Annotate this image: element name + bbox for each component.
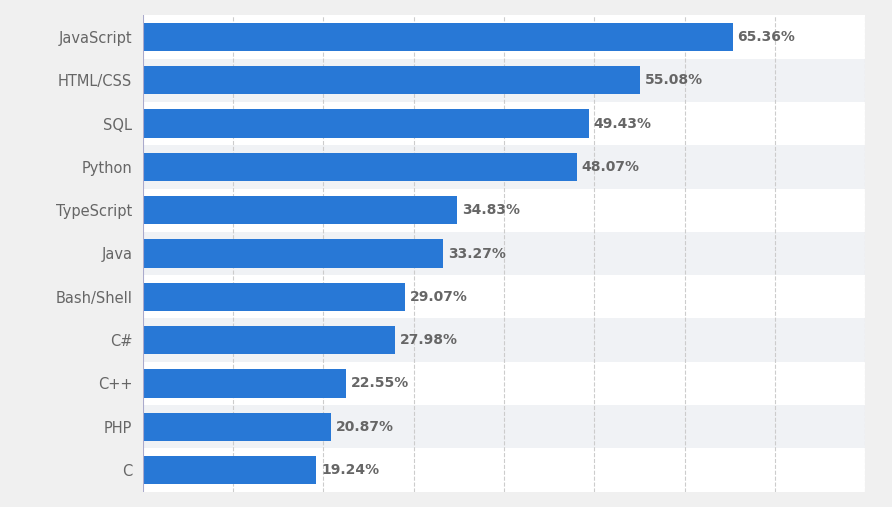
Text: 33.27%: 33.27% xyxy=(448,246,506,261)
Text: 49.43%: 49.43% xyxy=(594,117,652,130)
Bar xyxy=(143,370,346,397)
Bar xyxy=(143,145,865,189)
Bar xyxy=(143,153,577,181)
Bar xyxy=(143,23,733,51)
Bar xyxy=(143,318,865,362)
Bar xyxy=(143,196,458,224)
Bar xyxy=(143,66,640,94)
Text: 27.98%: 27.98% xyxy=(400,333,458,347)
Text: 34.83%: 34.83% xyxy=(462,203,520,217)
Bar xyxy=(143,326,395,354)
Bar xyxy=(143,283,405,311)
Bar xyxy=(143,405,865,449)
Bar xyxy=(143,110,589,137)
Text: 20.87%: 20.87% xyxy=(335,420,393,434)
Text: 65.36%: 65.36% xyxy=(738,30,796,44)
Bar xyxy=(143,58,865,102)
Text: 48.07%: 48.07% xyxy=(582,160,640,174)
Bar xyxy=(143,239,443,268)
Text: 29.07%: 29.07% xyxy=(409,290,467,304)
Text: 19.24%: 19.24% xyxy=(321,463,379,477)
Text: 22.55%: 22.55% xyxy=(351,377,409,390)
Text: 55.08%: 55.08% xyxy=(645,73,703,87)
Bar xyxy=(143,456,317,484)
Bar xyxy=(143,413,331,441)
Bar xyxy=(143,232,865,275)
